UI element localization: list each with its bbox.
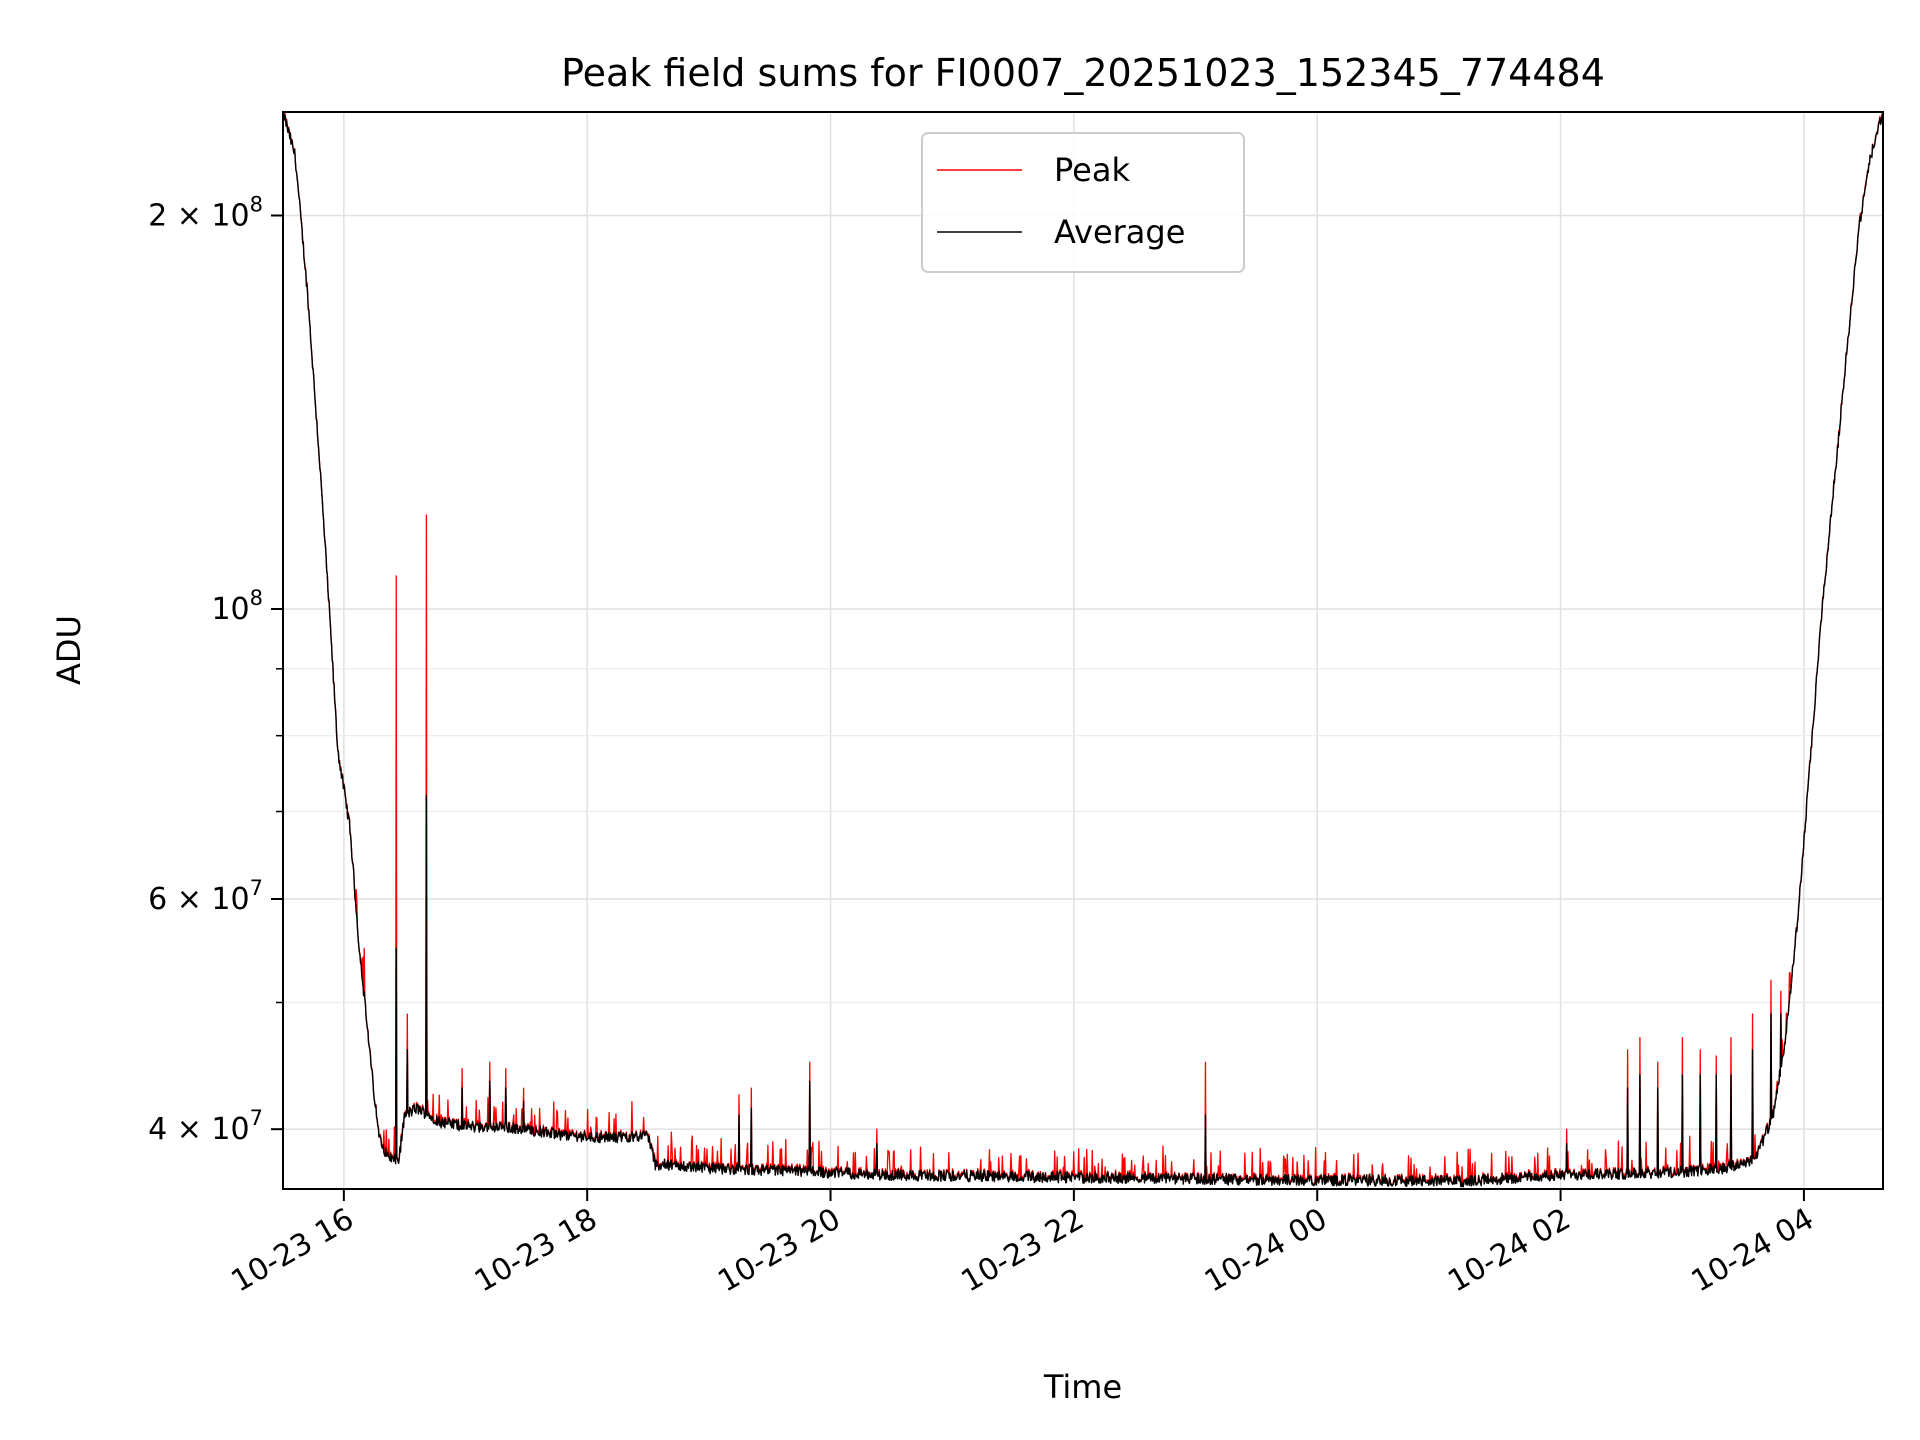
series-line-average (283, 112, 1883, 1188)
x-axis-label: Time (1043, 1368, 1122, 1406)
chart-title: Peak field sums for FI0007_20251023_1523… (561, 51, 1605, 95)
y-tick-label: 2 × 108 (148, 193, 263, 234)
legend: Peak Average (921, 132, 1245, 273)
legend-label-peak: Peak (1054, 151, 1130, 189)
grid-lines (283, 112, 1883, 1189)
y-tick-label: 108 (211, 586, 263, 627)
y-axis: 108 2 × 108 4 × 107 6 × 107 (148, 193, 283, 1147)
legend-box (921, 132, 1245, 273)
y-tick-label: 4 × 107 (148, 1106, 263, 1147)
plot-frame (282, 111, 1884, 1190)
y-axis-label: ADU (50, 615, 88, 685)
legend-label-average: Average (1054, 213, 1185, 251)
series-layer (283, 112, 1883, 1188)
y-tick-label: 6 × 107 (148, 876, 263, 917)
